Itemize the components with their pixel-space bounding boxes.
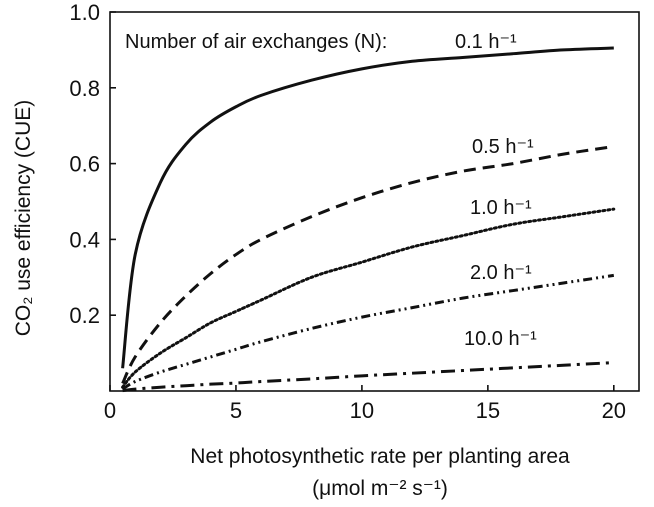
series-lines [121, 46, 616, 393]
series-line-2 [121, 145, 615, 385]
series-line-3 [121, 207, 616, 389]
y-tick-label: 1.0 [69, 0, 100, 25]
legend-title: Number of air exchanges (N): [125, 31, 387, 53]
series-label-4: 2.0 h⁻¹ [470, 262, 532, 284]
y-tick-label: 0.2 [69, 303, 100, 328]
y-tick-label: 0.8 [69, 76, 100, 101]
series-line-5 [122, 361, 614, 393]
series-label-2: 0.5 h⁻¹ [472, 136, 534, 158]
x-tick-label: 15 [476, 398, 500, 423]
series-labels: 0.1 h⁻¹ 0.5 h⁻¹ 1.0 h⁻¹ 2.0 h⁻¹ 10.0 h⁻¹ [455, 31, 537, 350]
y-tick-label: 0.6 [69, 152, 100, 177]
series-line-1 [121, 46, 614, 369]
axes: 0 5 10 15 20 0.2 0.4 0.6 0.8 1.0 [69, 0, 640, 423]
series-label-5: 10.0 h⁻¹ [464, 328, 537, 350]
x-tick-label: 10 [350, 398, 374, 423]
plot-frame [109, 11, 640, 392]
x-axis-label-line1: Net photosynthetic rate per planting are… [190, 445, 570, 468]
series-label-1: 0.1 h⁻¹ [455, 31, 517, 53]
x-tick-label: 5 [230, 398, 242, 423]
x-tick-label: 0 [104, 398, 116, 423]
x-axis-label-line2: (μmol m⁻² s⁻¹) [312, 477, 448, 500]
y-axis-label: CO₂ use efficiency (CUE) [12, 100, 35, 337]
y-tick-label: 0.4 [69, 227, 100, 252]
x-tick-label: 20 [602, 398, 626, 423]
series-label-3: 1.0 h⁻¹ [470, 197, 532, 219]
